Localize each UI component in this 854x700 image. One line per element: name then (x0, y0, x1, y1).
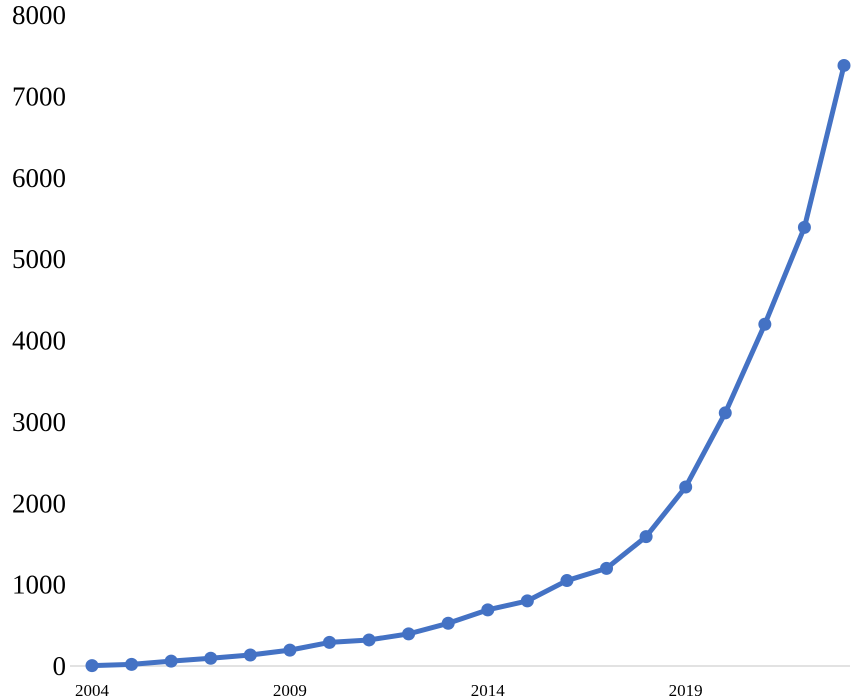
data-point (85, 659, 99, 673)
x-tick-label: 2019 (669, 681, 703, 700)
series-points (85, 58, 851, 673)
data-point (243, 648, 257, 662)
data-point (679, 480, 693, 494)
y-tick-label: 4000 (12, 326, 66, 356)
data-point (837, 58, 851, 72)
data-point (204, 651, 218, 665)
series-line (89, 62, 847, 669)
y-tick-label: 5000 (12, 244, 66, 274)
y-tick-label: 3000 (12, 407, 66, 437)
data-point (441, 616, 455, 630)
data-point (283, 643, 297, 657)
data-point (164, 654, 178, 668)
data-point (402, 627, 416, 641)
data-point (639, 530, 653, 544)
y-tick-label: 6000 (12, 163, 66, 193)
x-tick-label: 2009 (273, 681, 307, 700)
y-axis-tick-labels: 0 1000 2000 3000 4000 5000 6000 7000 8000 (12, 0, 66, 681)
data-point (520, 594, 534, 608)
data-point (600, 561, 614, 575)
data-point (322, 635, 336, 649)
data-point (481, 603, 495, 617)
y-tick-label: 7000 (12, 81, 66, 111)
y-tick-label: 0 (53, 651, 67, 681)
data-point (125, 657, 139, 671)
y-tick-label: 2000 (12, 488, 66, 518)
y-tick-label: 1000 (12, 570, 66, 600)
x-tick-label: 2014 (471, 681, 506, 700)
data-point (560, 574, 574, 588)
x-tick-label: 2004 (75, 681, 110, 700)
data-point (797, 220, 811, 234)
data-point (718, 406, 732, 420)
y-tick-label: 8000 (12, 0, 66, 30)
data-point (758, 317, 772, 331)
data-point (362, 633, 376, 647)
x-axis-tick-labels: 2004 2009 2014 2019 (75, 681, 703, 700)
